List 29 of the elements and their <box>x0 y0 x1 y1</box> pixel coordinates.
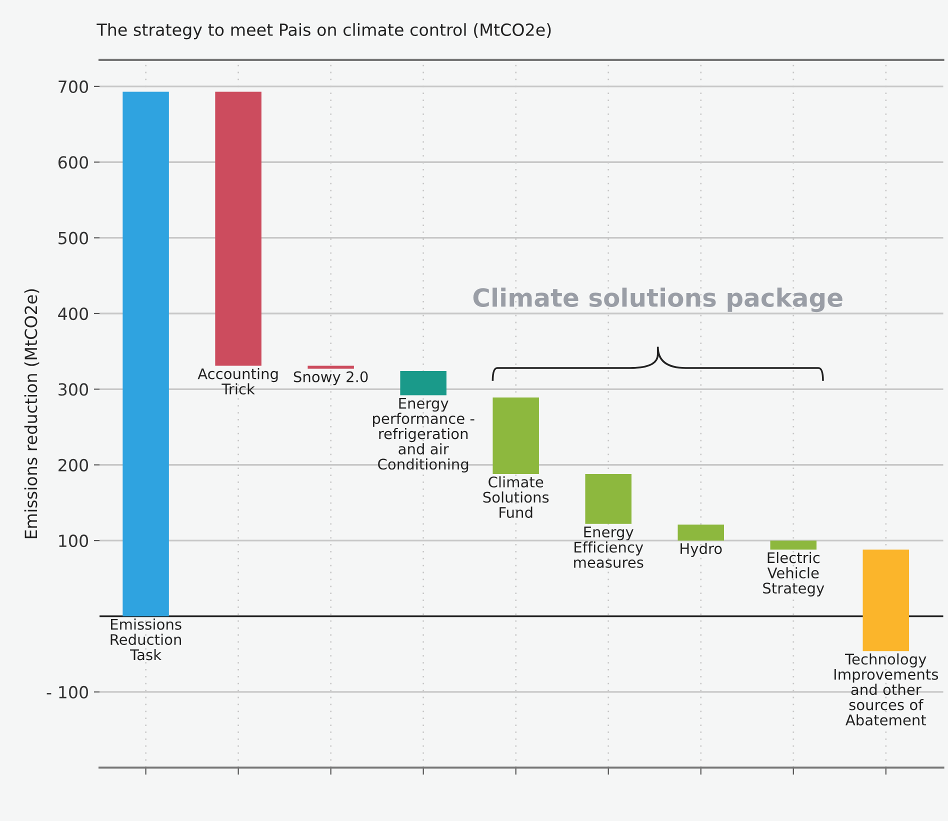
x-tick-label: Snowy 2.0 <box>294 371 368 386</box>
y-tick-label: 500 <box>58 232 88 244</box>
bar <box>585 474 632 524</box>
x-tick-label: Climate Solutions Fund <box>483 476 549 518</box>
bar <box>400 371 446 396</box>
x-tick-label: Energy performance - refrigeration and air Conditioning <box>373 398 474 473</box>
y-tick-label: 400 <box>58 307 88 320</box>
annotation: Climate solutions package <box>473 288 842 312</box>
bar <box>122 92 169 616</box>
y-tick-label: - 100 <box>46 686 88 699</box>
x-tick-label: Accounting Trick <box>198 368 278 394</box>
bar <box>308 366 354 369</box>
bar <box>492 398 539 474</box>
bar <box>770 540 817 550</box>
x-tick-label: Technology Improvements and other sources of Abatement <box>834 653 938 726</box>
bar <box>678 524 724 541</box>
y-tick-label: 100 <box>59 534 88 548</box>
x-tick-label: Energy Efficiency measures <box>574 526 644 568</box>
y-axis-title: Emissions reduction (MtCO2e) <box>24 289 40 538</box>
y-tick-label: 200 <box>58 458 88 472</box>
y-tick-label: 600 <box>58 156 88 169</box>
x-tick-label: Emissions Reduction Task <box>110 618 182 660</box>
bar <box>862 550 910 652</box>
y-tick-label: 700 <box>58 80 88 93</box>
chart-title: The strategy to meet Pais on climate control (MtCO2e) <box>96 23 551 40</box>
x-tick-label: Electric Vehicle Strategy <box>763 552 824 596</box>
y-tick-label: 300 <box>58 383 88 396</box>
x-tick-label: Hydro <box>680 542 722 557</box>
bar <box>215 92 262 366</box>
